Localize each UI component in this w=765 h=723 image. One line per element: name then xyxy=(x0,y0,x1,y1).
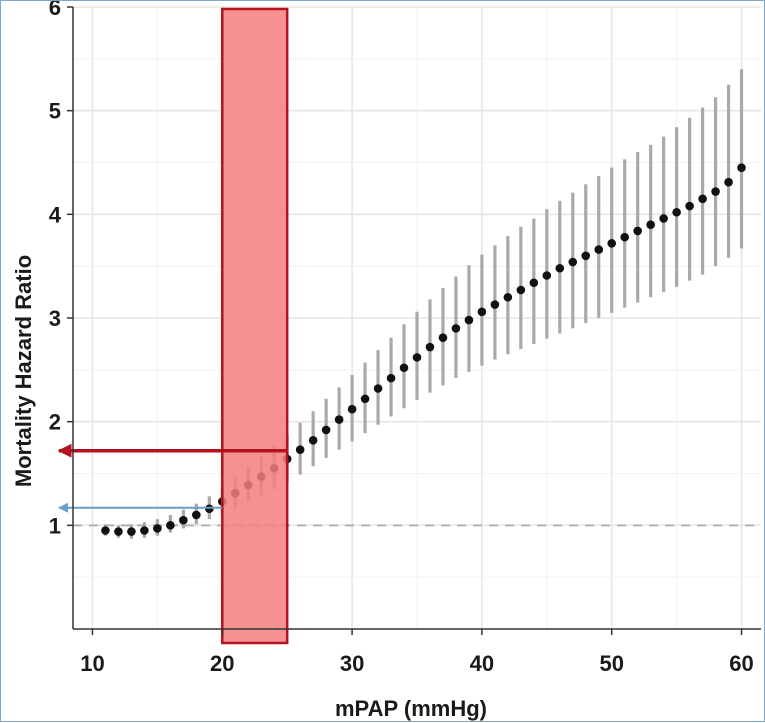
y-tick-label: 1 xyxy=(49,513,61,538)
y-tick-label: 6 xyxy=(49,1,61,20)
data-point xyxy=(659,214,668,223)
y-tick-label: 3 xyxy=(49,306,61,331)
x-tick-label: 30 xyxy=(340,651,364,676)
data-point xyxy=(308,436,318,445)
data-point xyxy=(503,292,513,302)
x-tick-label: 60 xyxy=(729,651,753,676)
annotations xyxy=(57,443,288,513)
data-point xyxy=(153,524,162,533)
data-point xyxy=(166,521,175,530)
data-point xyxy=(594,245,604,254)
data-point xyxy=(464,315,474,325)
data-point xyxy=(101,526,110,535)
data-point xyxy=(127,527,136,536)
data-point xyxy=(542,271,552,280)
data-point xyxy=(386,373,396,383)
data-point xyxy=(205,504,214,514)
data-point xyxy=(685,201,694,211)
x-tick-label: 10 xyxy=(80,651,104,676)
data-point xyxy=(451,324,461,333)
data-point xyxy=(477,307,487,317)
error-bars xyxy=(103,69,744,539)
data-point xyxy=(737,163,746,172)
data-point xyxy=(347,404,357,414)
data-point xyxy=(698,194,707,204)
data-point xyxy=(555,263,565,273)
data-point xyxy=(672,207,681,217)
y-axis-title: Mortality Hazard Ratio xyxy=(11,255,36,487)
data-point xyxy=(373,384,383,393)
data-points xyxy=(101,163,746,536)
data-point xyxy=(360,394,370,404)
data-point xyxy=(321,425,331,435)
data-point xyxy=(607,239,617,248)
x-tick-label: 40 xyxy=(470,651,494,676)
highlight-band-20-25 xyxy=(221,7,289,645)
y-tick-label: 4 xyxy=(49,202,62,227)
data-point xyxy=(140,526,149,535)
data-point xyxy=(646,220,655,229)
highlight-band xyxy=(221,7,289,645)
data-point xyxy=(192,510,201,520)
y-tick-label: 5 xyxy=(49,99,61,124)
data-point xyxy=(516,285,526,295)
data-point xyxy=(568,257,578,267)
data-point xyxy=(529,278,539,288)
data-point xyxy=(412,353,422,362)
data-point xyxy=(724,177,733,187)
y-tick-label: 2 xyxy=(49,410,61,435)
x-axis-title: mPAP (mmHg) xyxy=(335,696,487,721)
data-point xyxy=(620,232,629,242)
data-point xyxy=(490,300,500,309)
data-point xyxy=(334,415,344,424)
y-tick-labels: 1 2 3 4 5 6 xyxy=(49,1,73,538)
data-point xyxy=(399,363,409,373)
x-tick-labels: 10 20 30 40 50 60 xyxy=(80,629,754,676)
x-tick-label: 50 xyxy=(599,651,623,676)
data-point xyxy=(114,527,123,536)
data-point xyxy=(295,445,305,454)
data-point xyxy=(179,515,188,525)
data-point xyxy=(711,187,720,196)
data-point xyxy=(633,226,642,236)
data-point xyxy=(425,342,435,352)
data-point xyxy=(438,333,448,342)
data-point xyxy=(581,251,591,261)
x-tick-label: 20 xyxy=(210,651,234,676)
